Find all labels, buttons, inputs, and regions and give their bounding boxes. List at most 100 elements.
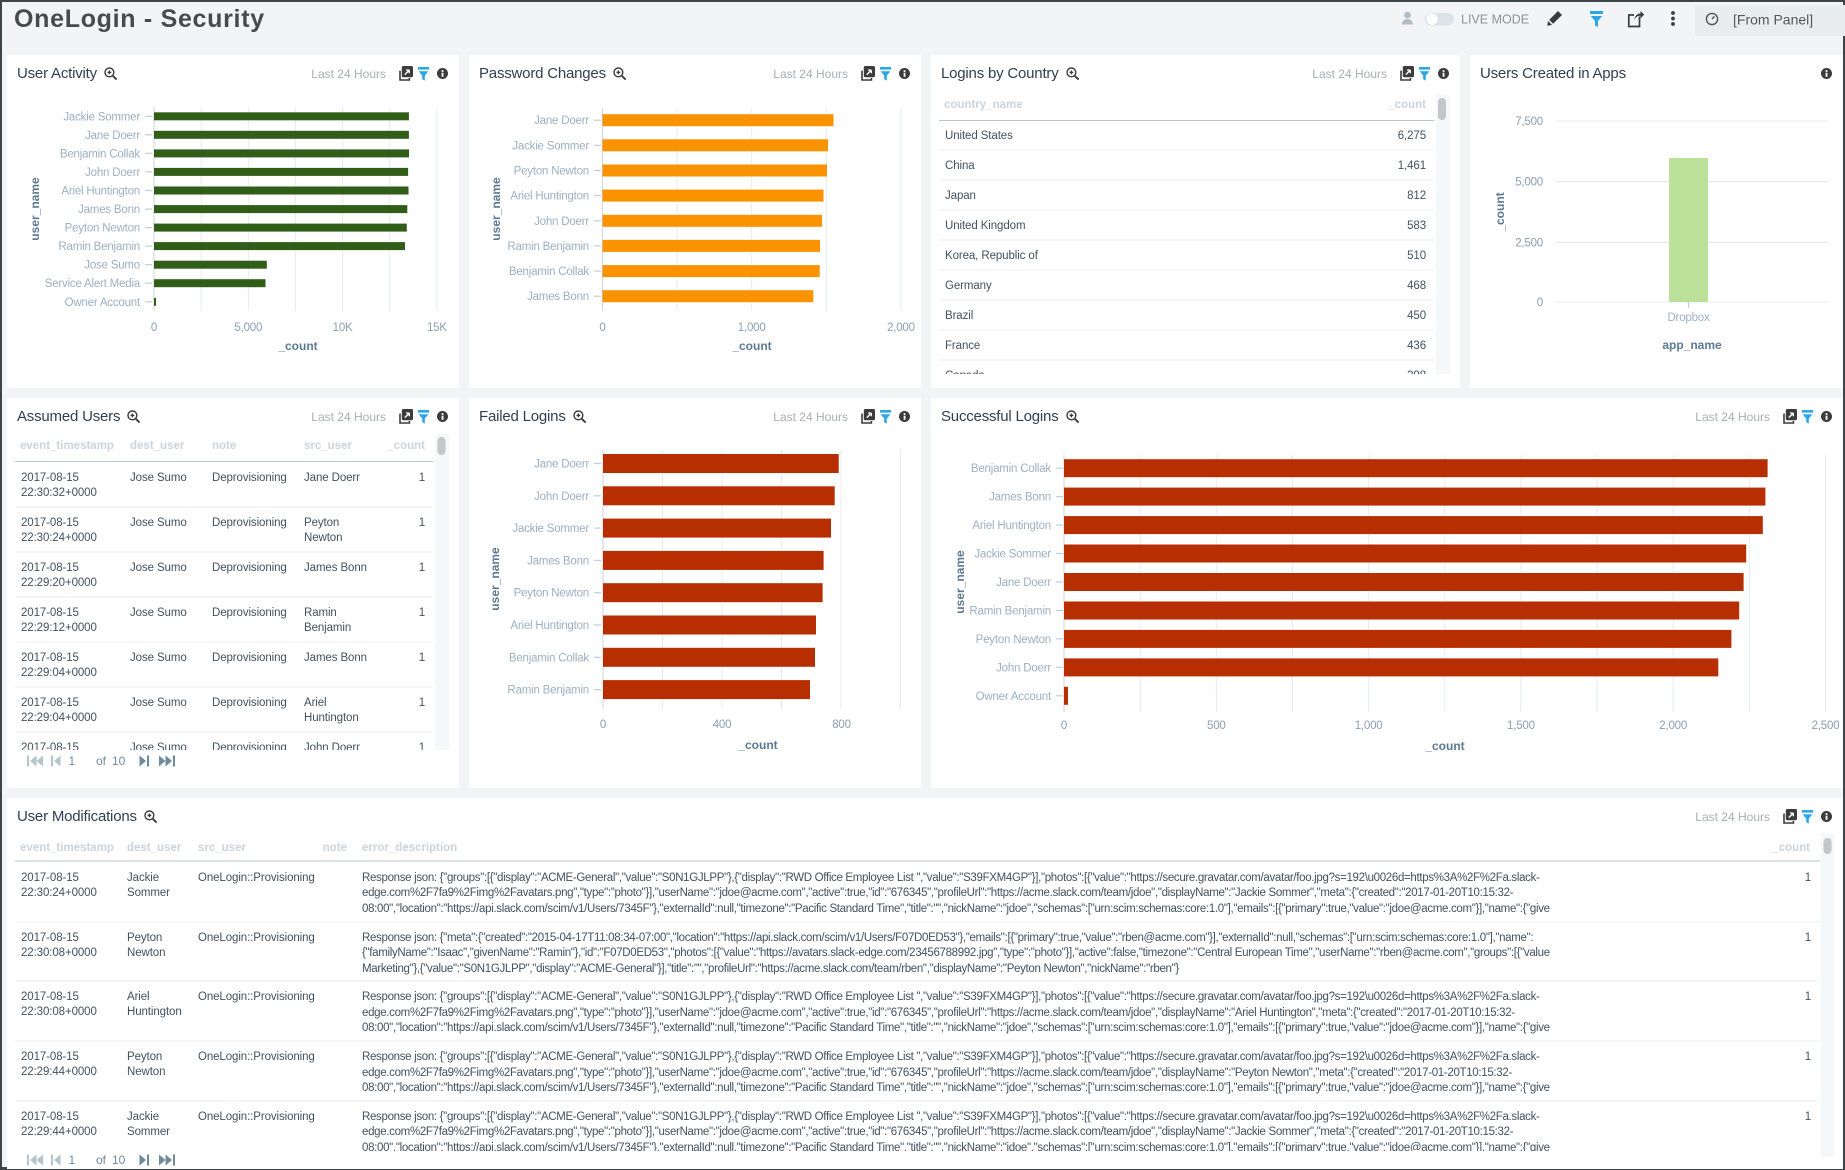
svg-text:Ramin: Ramin — [304, 607, 337, 619]
svg-text:08:00","location":"https://api: 08:00","location":"https://api.slack.com… — [362, 903, 1729, 915]
svg-text:Benjamin: Benjamin — [304, 622, 351, 634]
svg-text:dest_user: dest_user — [130, 440, 185, 452]
svg-text:Brazil: Brazil — [945, 310, 973, 322]
svg-text:{"familyName":"Isaac","givenNa: {"familyName":"Isaac","givenName":"Ramin… — [362, 947, 1721, 959]
svg-text:OneLogin::Provisioning: OneLogin::Provisioning — [198, 872, 315, 884]
svg-text:Ramin Benjamin: Ramin Benjamin — [507, 241, 589, 253]
svg-text:2017-08-15: 2017-08-15 — [21, 932, 79, 944]
svg-text:1: 1 — [419, 652, 425, 664]
svg-text:Sommer: Sommer — [127, 887, 170, 899]
svg-text:Peyton Newton: Peyton Newton — [514, 166, 589, 178]
svg-text:dest_user: dest_user — [127, 842, 182, 854]
svg-text:1: 1 — [419, 607, 425, 619]
svg-text:Owner Account: Owner Account — [65, 297, 141, 309]
svg-text:app_name: app_name — [1662, 338, 1722, 352]
svg-text:_count: _count — [1771, 842, 1810, 854]
svg-text:edge.com%2F7fa9%2Fimg%2Favatar: edge.com%2F7fa9%2Fimg%2Favatars.png","ty… — [362, 1007, 1515, 1019]
svg-text:OneLogin::Provisioning: OneLogin::Provisioning — [198, 1051, 315, 1063]
svg-text:John Doerr: John Doerr — [534, 491, 589, 503]
svg-text:22:29:04+0000: 22:29:04+0000 — [21, 712, 97, 724]
svg-text:Ramin Benjamin: Ramin Benjamin — [507, 685, 589, 697]
svg-text:22:30:08+0000: 22:30:08+0000 — [21, 1006, 97, 1018]
svg-text:Response json: {"groups":[{"di: Response json: {"groups":[{"display":"AC… — [362, 872, 1540, 884]
svg-text:United Kingdom: United Kingdom — [945, 220, 1025, 232]
svg-text:James Bonn: James Bonn — [989, 492, 1051, 504]
svg-text:22:30:32+0000: 22:30:32+0000 — [21, 487, 97, 499]
svg-text:Ramin Benjamin: Ramin Benjamin — [969, 606, 1051, 618]
svg-text:583: 583 — [1407, 220, 1426, 232]
svg-text:400: 400 — [713, 719, 732, 731]
svg-text:Sommer: Sommer — [127, 1126, 170, 1138]
svg-text:1,500: 1,500 — [1507, 720, 1535, 732]
svg-text:2017-08-15: 2017-08-15 — [21, 872, 79, 884]
svg-text:Owner Account: Owner Account — [976, 691, 1052, 703]
svg-text:Peyton: Peyton — [127, 1051, 162, 1063]
svg-text:Jackie: Jackie — [127, 1111, 159, 1123]
svg-text:2017-08-15: 2017-08-15 — [21, 472, 79, 484]
svg-text:Germany: Germany — [945, 280, 992, 292]
svg-text:22:29:20+0000: 22:29:20+0000 — [21, 577, 97, 589]
svg-text:Jose Sumo: Jose Sumo — [130, 562, 187, 574]
svg-text:OneLogin - Security: OneLogin - Security — [14, 5, 265, 33]
svg-text:country_name: country_name — [944, 99, 1023, 111]
svg-text:08:00","location":"https://api: 08:00","location":"https://api.slack.com… — [362, 1142, 1729, 1154]
svg-text:James Bonn: James Bonn — [527, 555, 589, 567]
svg-text:398: 398 — [1407, 370, 1426, 382]
svg-text:Jackie: Jackie — [127, 872, 159, 884]
svg-text:of: of — [96, 1153, 107, 1167]
svg-text:2017-08-15: 2017-08-15 — [21, 1111, 79, 1123]
svg-text:10K: 10K — [333, 322, 353, 334]
svg-text:2017-08-15: 2017-08-15 — [21, 652, 79, 664]
svg-text:Marketing"},{"value":"S0N1GJLP: Marketing"},{"value":"S0N1GJLPP","displa… — [362, 963, 1179, 975]
svg-text:Jackie Sommer: Jackie Sommer — [63, 111, 140, 123]
svg-text:Newton: Newton — [127, 947, 165, 959]
svg-text:note: note — [212, 440, 236, 452]
svg-text:1: 1 — [419, 697, 425, 709]
svg-text:Ariel: Ariel — [127, 991, 150, 1003]
svg-text:Peyton Newton: Peyton Newton — [65, 223, 140, 235]
svg-text:0: 0 — [1061, 720, 1067, 732]
svg-text:2017-08-15: 2017-08-15 — [21, 1051, 79, 1063]
svg-text:Response json: {"groups":[{"di: Response json: {"groups":[{"display":"AC… — [362, 1111, 1540, 1123]
svg-text:Peyton: Peyton — [304, 517, 339, 529]
svg-text:450: 450 — [1407, 310, 1426, 322]
svg-text:Huntington: Huntington — [127, 1006, 182, 1018]
svg-text:Jackie Sommer: Jackie Sommer — [974, 549, 1051, 561]
svg-text:1: 1 — [1805, 1051, 1811, 1063]
svg-text:Last 24 Hours: Last 24 Hours — [773, 410, 848, 424]
svg-text:Jose Sumo: Jose Sumo — [130, 652, 187, 664]
svg-text:_count: _count — [386, 440, 425, 452]
svg-text:_count: _count — [737, 738, 777, 752]
svg-text:_count: _count — [1424, 739, 1464, 753]
svg-text:OneLogin::Provisioning: OneLogin::Provisioning — [198, 932, 315, 944]
svg-text:Deprovisioning: Deprovisioning — [212, 517, 287, 529]
svg-text:src_user: src_user — [198, 842, 246, 854]
svg-text:Ariel Huntington: Ariel Huntington — [510, 191, 589, 203]
svg-text:1: 1 — [1805, 872, 1811, 884]
svg-text:Last 24 Hours: Last 24 Hours — [773, 67, 848, 81]
svg-text:2017-08-15: 2017-08-15 — [21, 562, 79, 574]
svg-text:France: France — [945, 340, 980, 352]
svg-text:John Doerr: John Doerr — [996, 662, 1051, 674]
svg-text:John Doerr: John Doerr — [304, 742, 360, 754]
svg-text:1: 1 — [419, 517, 425, 529]
svg-text:error_description: error_description — [362, 842, 457, 854]
svg-text:Response json: {"groups":[{"di: Response json: {"groups":[{"display":"AC… — [362, 991, 1540, 1003]
svg-text:Jose Sumo: Jose Sumo — [130, 742, 187, 754]
svg-text:22:29:44+0000: 22:29:44+0000 — [21, 1126, 97, 1138]
svg-text:Ariel Huntington: Ariel Huntington — [61, 186, 140, 198]
svg-text:0: 0 — [1537, 297, 1543, 309]
svg-text:_count: _count — [277, 339, 317, 353]
svg-text:2017-08-15: 2017-08-15 — [21, 517, 79, 529]
svg-text:2017-08-15: 2017-08-15 — [21, 607, 79, 619]
svg-text:Last 24 Hours: Last 24 Hours — [1312, 67, 1387, 81]
svg-text:1: 1 — [69, 754, 76, 768]
svg-text:6,275: 6,275 — [1398, 130, 1426, 142]
svg-text:2,000: 2,000 — [887, 322, 915, 334]
svg-text:Ariel Huntington: Ariel Huntington — [510, 620, 589, 632]
svg-text:Benjamin Collak: Benjamin Collak — [509, 266, 590, 278]
svg-text:Response json: {"meta":{"creat: Response json: {"meta":{"created":"2015-… — [362, 932, 1533, 944]
svg-text:Service Alert Media: Service Alert Media — [45, 278, 141, 290]
svg-text:Jane Doerr: Jane Doerr — [85, 130, 140, 142]
svg-text:500: 500 — [1207, 720, 1226, 732]
